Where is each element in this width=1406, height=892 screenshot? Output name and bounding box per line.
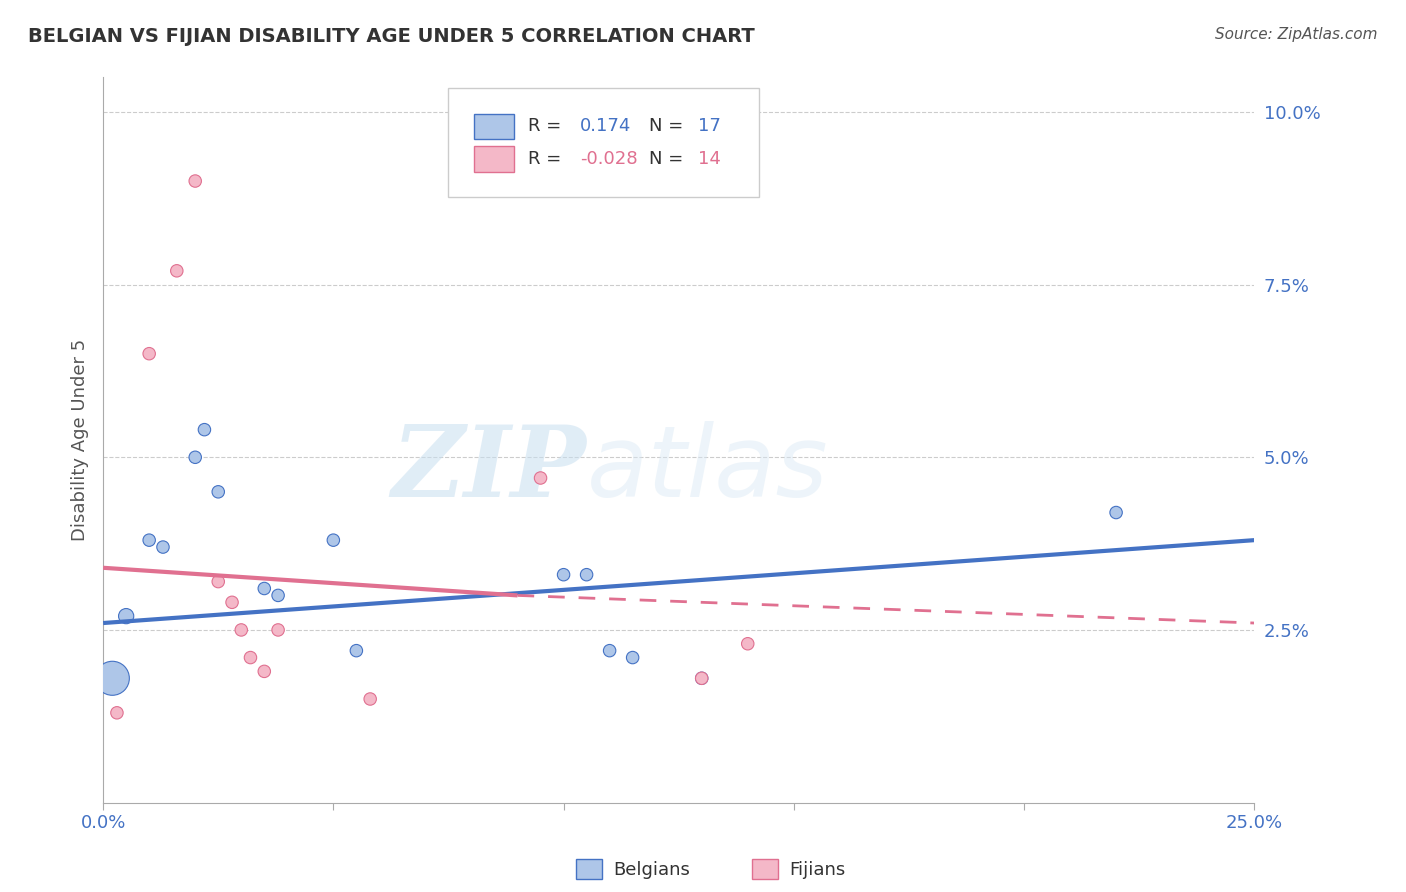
Text: R =: R = <box>527 118 567 136</box>
Text: R =: R = <box>527 150 567 168</box>
Text: 0.174: 0.174 <box>579 118 631 136</box>
Y-axis label: Disability Age Under 5: Disability Age Under 5 <box>72 339 89 541</box>
Point <box>184 450 207 465</box>
Point <box>690 671 713 685</box>
Point <box>207 484 229 499</box>
Point <box>267 623 290 637</box>
Point <box>575 567 598 582</box>
Point <box>529 471 551 485</box>
Text: 17: 17 <box>699 118 721 136</box>
Point <box>344 643 367 657</box>
Point <box>322 533 344 548</box>
Point <box>105 706 128 720</box>
Point <box>690 671 713 685</box>
Point <box>193 423 215 437</box>
Text: Fijians: Fijians <box>789 861 845 879</box>
Point <box>267 588 290 602</box>
Point <box>207 574 229 589</box>
Point <box>231 623 253 637</box>
Point <box>359 692 381 706</box>
Text: atlas: atlas <box>586 420 828 517</box>
Text: Source: ZipAtlas.com: Source: ZipAtlas.com <box>1215 27 1378 42</box>
Text: -0.028: -0.028 <box>579 150 637 168</box>
Point <box>253 582 276 596</box>
Point <box>166 264 188 278</box>
Point <box>221 595 243 609</box>
Text: N =: N = <box>648 150 689 168</box>
Text: N =: N = <box>648 118 689 136</box>
Point <box>621 650 644 665</box>
Point <box>253 665 276 679</box>
Point <box>599 643 621 657</box>
FancyBboxPatch shape <box>474 146 515 172</box>
Point <box>1105 506 1128 520</box>
Point <box>553 567 575 582</box>
Point <box>152 540 174 554</box>
Point <box>138 533 160 548</box>
FancyBboxPatch shape <box>474 113 515 139</box>
Point <box>184 174 207 188</box>
Point <box>138 347 160 361</box>
Point <box>115 609 138 624</box>
Text: Belgians: Belgians <box>613 861 690 879</box>
Text: 14: 14 <box>699 150 721 168</box>
FancyBboxPatch shape <box>449 88 759 197</box>
Point <box>737 637 759 651</box>
Point <box>239 650 262 665</box>
Text: BELGIAN VS FIJIAN DISABILITY AGE UNDER 5 CORRELATION CHART: BELGIAN VS FIJIAN DISABILITY AGE UNDER 5… <box>28 27 755 45</box>
Text: ZIP: ZIP <box>392 421 586 517</box>
Point <box>101 671 124 685</box>
